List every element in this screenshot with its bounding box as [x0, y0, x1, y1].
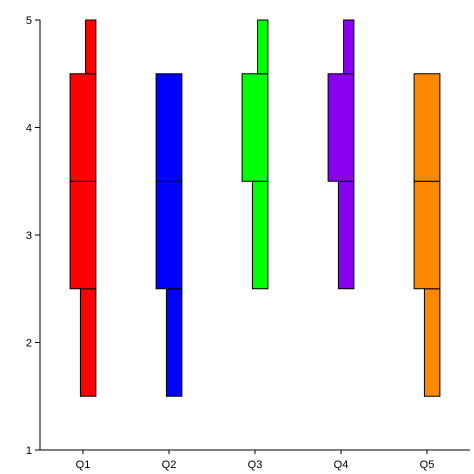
chart-marks — [69, 19, 441, 397]
box-segment — [413, 180, 441, 290]
box-segment — [69, 73, 97, 182]
box-segment — [251, 180, 269, 290]
box-segment — [85, 19, 97, 75]
box-group-q2 — [155, 73, 183, 397]
box-segment — [155, 73, 183, 182]
x-tick-label: Q1 — [76, 459, 91, 471]
box-segment — [69, 180, 97, 290]
box-group-q4 — [327, 19, 355, 290]
y-tick-label: 4 — [26, 123, 32, 135]
box-segment — [343, 19, 355, 75]
box-segment — [337, 180, 355, 290]
y-tick-label: 3 — [26, 230, 32, 242]
x-tick-label: Q5 — [420, 459, 435, 471]
x-tick-label: Q2 — [162, 459, 177, 471]
box-segment — [413, 73, 441, 182]
y-tick-label: 5 — [26, 15, 32, 27]
box-segment — [165, 288, 183, 397]
box-segment — [327, 73, 355, 182]
box-segment — [257, 19, 269, 75]
box-group-q3 — [241, 19, 269, 290]
x-axis-ticks: Q1 Q2 Q3 Q4 Q5 — [76, 450, 435, 471]
box-group-q1 — [69, 19, 97, 397]
box-segment — [241, 73, 269, 182]
y-tick-label: 1 — [26, 445, 32, 457]
box-segment — [155, 180, 183, 290]
box-group-q5 — [413, 73, 441, 397]
box-segment — [79, 288, 97, 397]
x-tick-label: Q4 — [334, 459, 349, 471]
box-segment — [423, 288, 441, 397]
y-tick-label: 2 — [26, 338, 32, 350]
y-axis-ticks: 1 2 3 4 5 — [26, 15, 40, 457]
x-tick-label: Q3 — [248, 459, 263, 471]
